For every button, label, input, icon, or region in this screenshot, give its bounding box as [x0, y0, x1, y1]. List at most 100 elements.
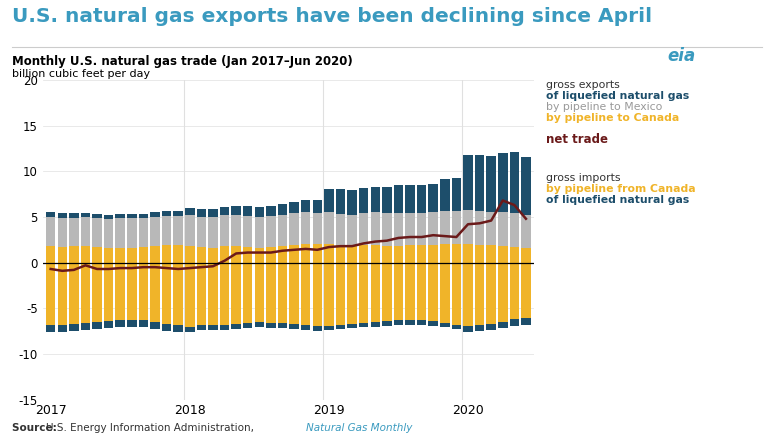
Bar: [348, 262, 357, 324]
Bar: [150, 322, 159, 329]
Bar: [394, 246, 403, 262]
Bar: [324, 212, 334, 244]
Bar: [104, 248, 114, 262]
Bar: [127, 218, 136, 248]
Bar: [266, 247, 276, 262]
Bar: [266, 216, 276, 247]
Bar: [359, 323, 368, 327]
Bar: [197, 209, 206, 217]
Bar: [197, 247, 206, 262]
Bar: [80, 213, 91, 217]
Bar: [382, 262, 392, 321]
Bar: [92, 247, 102, 262]
Bar: [278, 246, 287, 262]
Bar: [440, 179, 450, 211]
Bar: [371, 245, 380, 262]
Bar: [486, 324, 496, 330]
Bar: [231, 246, 241, 262]
Bar: [255, 262, 264, 322]
Bar: [440, 244, 450, 262]
Text: Source:: Source:: [12, 423, 60, 433]
Bar: [162, 262, 171, 324]
Bar: [243, 323, 252, 329]
Bar: [371, 187, 380, 212]
Bar: [278, 323, 287, 329]
Bar: [243, 216, 252, 247]
Bar: [139, 320, 148, 327]
Bar: [150, 217, 159, 246]
Bar: [220, 215, 229, 246]
Bar: [440, 323, 450, 327]
Bar: [57, 218, 67, 247]
Bar: [255, 217, 264, 248]
Bar: [521, 318, 531, 325]
Bar: [463, 155, 473, 210]
Bar: [509, 213, 519, 247]
Bar: [173, 216, 183, 245]
Bar: [278, 204, 287, 215]
Bar: [255, 322, 264, 327]
Bar: [313, 325, 322, 331]
Bar: [278, 262, 287, 323]
Bar: [266, 262, 276, 323]
Bar: [127, 248, 136, 262]
Bar: [80, 323, 91, 330]
Bar: [115, 262, 125, 320]
Bar: [208, 325, 217, 330]
Bar: [185, 215, 194, 246]
Bar: [382, 321, 392, 325]
Bar: [150, 246, 159, 262]
Bar: [498, 153, 508, 212]
Bar: [371, 262, 380, 322]
Bar: [231, 206, 241, 215]
Bar: [324, 262, 334, 325]
Bar: [243, 206, 252, 216]
Bar: [104, 262, 114, 321]
Bar: [336, 189, 345, 214]
Bar: [69, 324, 79, 331]
Bar: [394, 262, 403, 320]
Bar: [406, 185, 415, 213]
Text: of liquefied natural gas: of liquefied natural gas: [546, 195, 689, 206]
Bar: [220, 246, 229, 262]
Bar: [463, 210, 473, 244]
Bar: [452, 262, 461, 325]
Bar: [162, 324, 171, 331]
Bar: [394, 185, 403, 213]
Bar: [359, 213, 368, 245]
Text: gross exports: gross exports: [546, 80, 619, 90]
Text: Monthly U.S. natural gas trade (Jan 2017–Jun 2020): Monthly U.S. natural gas trade (Jan 2017…: [12, 56, 352, 68]
Bar: [406, 320, 415, 325]
Bar: [324, 325, 334, 330]
Bar: [371, 322, 380, 326]
Bar: [57, 247, 67, 262]
Bar: [127, 320, 136, 327]
Bar: [452, 178, 461, 211]
Bar: [127, 214, 136, 218]
Bar: [521, 248, 531, 262]
Text: of liquefied natural gas: of liquefied natural gas: [546, 91, 689, 101]
Bar: [69, 213, 79, 218]
Bar: [220, 325, 229, 330]
Text: net trade: net trade: [546, 133, 608, 146]
Bar: [406, 245, 415, 262]
Bar: [80, 246, 91, 262]
Bar: [382, 246, 392, 262]
Bar: [301, 212, 310, 244]
Bar: [301, 325, 310, 330]
Bar: [429, 262, 438, 321]
Bar: [348, 246, 357, 262]
Text: by pipeline from Canada: by pipeline from Canada: [546, 184, 695, 194]
Bar: [173, 245, 183, 262]
Bar: [371, 212, 380, 245]
Bar: [486, 212, 496, 245]
Bar: [313, 262, 322, 325]
Bar: [69, 218, 79, 246]
Bar: [69, 246, 79, 262]
Bar: [359, 188, 368, 213]
Bar: [289, 262, 299, 324]
Bar: [463, 325, 473, 332]
Bar: [46, 262, 56, 325]
Bar: [474, 245, 485, 262]
Bar: [92, 218, 102, 247]
